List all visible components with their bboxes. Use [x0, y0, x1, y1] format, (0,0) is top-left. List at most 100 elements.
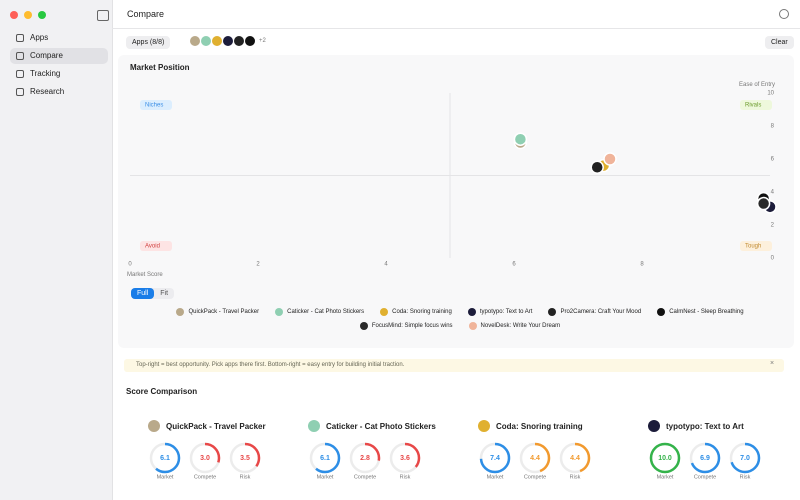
score-card: QuickPack - Travel Packer 6.1 Market 3.0 Com… [140, 410, 296, 500]
quadrant-badge [140, 241, 172, 251]
legend-item[interactable]: FocusMind: Simple focus wins [359, 322, 453, 330]
gauge-label: Market [317, 474, 334, 480]
legend-item[interactable]: typotypo: Text to Art [467, 308, 532, 316]
section-title: Market Position [130, 63, 190, 72]
app-icon [245, 36, 255, 46]
score-card: Coda: Snoring training 7.4 Market 4.4 Compet… [470, 410, 626, 500]
nav-item[interactable]: Research [10, 84, 108, 100]
app-name: Caticker - Cat Photo Stickers [326, 421, 436, 431]
legend-swatch [657, 308, 666, 316]
nav-item[interactable]: Compare [10, 48, 108, 64]
app-point[interactable] [603, 152, 617, 166]
settings-button[interactable] [779, 9, 789, 19]
gauge-value: 3.0 [200, 455, 210, 462]
gauge-arc [349, 442, 381, 474]
quadrant-label: Rivals [745, 103, 761, 109]
card-title: QuickPack - Travel Packer [148, 420, 266, 432]
gauges: 6.1 Market 2.8 Compete 3.6 Risk [309, 442, 421, 480]
gauge-arc [229, 442, 261, 474]
sidebar-toggle[interactable] [97, 10, 109, 21]
gauge-label: Market [657, 474, 674, 480]
nav-item[interactable]: Apps [10, 30, 108, 46]
gauges: 10.0 Market 6.9 Compete 7.0 Risk [649, 442, 761, 480]
gauge-arc [689, 442, 721, 474]
gauge-label: Risk [400, 474, 411, 480]
legend-item[interactable]: NovelDesk: Write Your Dream [468, 322, 560, 330]
legend-swatch [467, 308, 476, 316]
legend-swatch [275, 308, 284, 316]
legend-label: FocusMind: Simple focus wins [371, 323, 453, 329]
gauge-value: 6.1 [320, 455, 330, 462]
legend-label: Caticker - Cat Photo Stickers [287, 309, 365, 315]
app-icon [190, 36, 200, 46]
legend-label: QuickPack - Travel Packer [188, 309, 260, 315]
gauge-label: Risk [240, 474, 251, 480]
app-icon [234, 36, 244, 46]
app-point[interactable] [756, 196, 771, 211]
quadrant-badge [740, 241, 772, 251]
gauge-value: 10.0 [658, 455, 672, 462]
gauge-arc [309, 442, 341, 474]
app-name: typotypo: Text to Art [666, 421, 744, 431]
y-axis-label: Ease of Entry [739, 82, 776, 88]
legend-label: CalmNest - Sleep Breathing [669, 309, 744, 315]
legend-item[interactable]: Caticker - Cat Photo Stickers [275, 308, 364, 316]
app-name: QuickPack - Travel Packer [166, 421, 266, 431]
zoom-option[interactable]: Fit [160, 290, 169, 297]
nav-icon [16, 88, 24, 96]
gauges: 6.1 Market 3.0 Compete 3.5 Risk [149, 442, 261, 480]
gauge-value: 4.4 [530, 455, 540, 462]
app-icon [223, 36, 233, 46]
gauge-arc [519, 442, 551, 474]
close-button[interactable] [10, 11, 18, 19]
app-name: Coda: Snoring training [496, 421, 583, 431]
app-icon [648, 420, 660, 432]
nav-item[interactable]: Tracking [10, 66, 108, 82]
score-card: typotypo: Text to Art 10.0 Market 6.9 Compet… [640, 410, 796, 500]
legend-label: Coda: Snoring training [392, 309, 452, 315]
x-tick-label: 2 [256, 262, 260, 268]
gauge-label: Risk [570, 474, 581, 480]
legend-item[interactable]: CalmNest - Sleep Breathing [657, 308, 744, 316]
x-tick-label: 0 [128, 262, 132, 268]
page-title: Compare [127, 9, 165, 19]
gauge-arc [479, 442, 511, 474]
legend-swatch [380, 308, 389, 316]
quadrant-badge [740, 100, 772, 110]
market-position-card: Niches Rivals Avoid Tough 0 2 4 6 8 0 2 4 6 8 10 [118, 55, 794, 348]
gauge-value: 3.6 [400, 455, 410, 462]
zoom-option[interactable]: Full [131, 288, 155, 299]
app-icon [201, 36, 211, 46]
minimize-button[interactable] [24, 11, 32, 19]
app-point[interactable] [590, 160, 604, 174]
y-tick-label: 0 [771, 256, 775, 262]
gauge-arc [649, 442, 681, 474]
nav-icon [16, 70, 24, 78]
tip-close[interactable]: × [770, 360, 775, 367]
quadrant-badge [140, 100, 172, 110]
app-icon [478, 420, 490, 432]
gauge-arc [149, 442, 181, 474]
legend-swatch [176, 308, 185, 316]
y-tick-label: 8 [771, 124, 775, 130]
scatter-chart: Niches Rivals Avoid Tough 0 2 4 6 8 0 2 4 6 8 10 [128, 91, 777, 268]
app-point[interactable] [513, 132, 528, 146]
gauge-label: Compete [194, 474, 216, 480]
apps-button[interactable]: Apps (8/8) [126, 36, 171, 49]
legend-swatch [548, 308, 557, 316]
legend-label: Pro2Camera: Craft Your Mood [560, 309, 642, 315]
gauge-label: Market [487, 474, 504, 480]
legend-item[interactable]: Pro2Camera: Craft Your Mood [548, 308, 641, 316]
legend-item[interactable]: QuickPack - Travel Packer [176, 308, 259, 316]
quadrant-label: Tough [745, 244, 761, 250]
clear-button[interactable]: Clear [765, 36, 794, 49]
x-tick-label: 8 [640, 262, 644, 268]
legend-item[interactable]: Coda: Snoring training [380, 308, 452, 316]
score-card: Caticker - Cat Photo Stickers 6.1 Market 2.… [300, 410, 456, 500]
y-tick-label: 6 [771, 157, 775, 163]
x-axis-label: Market Score [127, 272, 163, 278]
gauge-value: 6.9 [700, 455, 710, 462]
x-tick-label: 6 [512, 262, 516, 268]
zoom-button[interactable] [38, 11, 46, 19]
gauge-value: 6.1 [160, 455, 170, 462]
